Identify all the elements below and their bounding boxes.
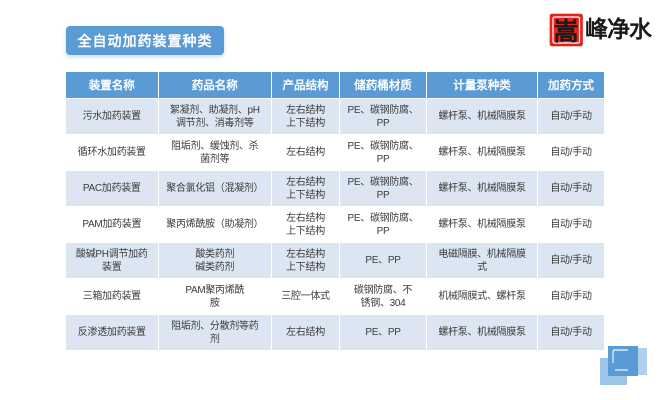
svg-text:峰净水: 峰净水	[585, 16, 653, 42]
svg-text:嵩: 嵩	[553, 17, 578, 46]
